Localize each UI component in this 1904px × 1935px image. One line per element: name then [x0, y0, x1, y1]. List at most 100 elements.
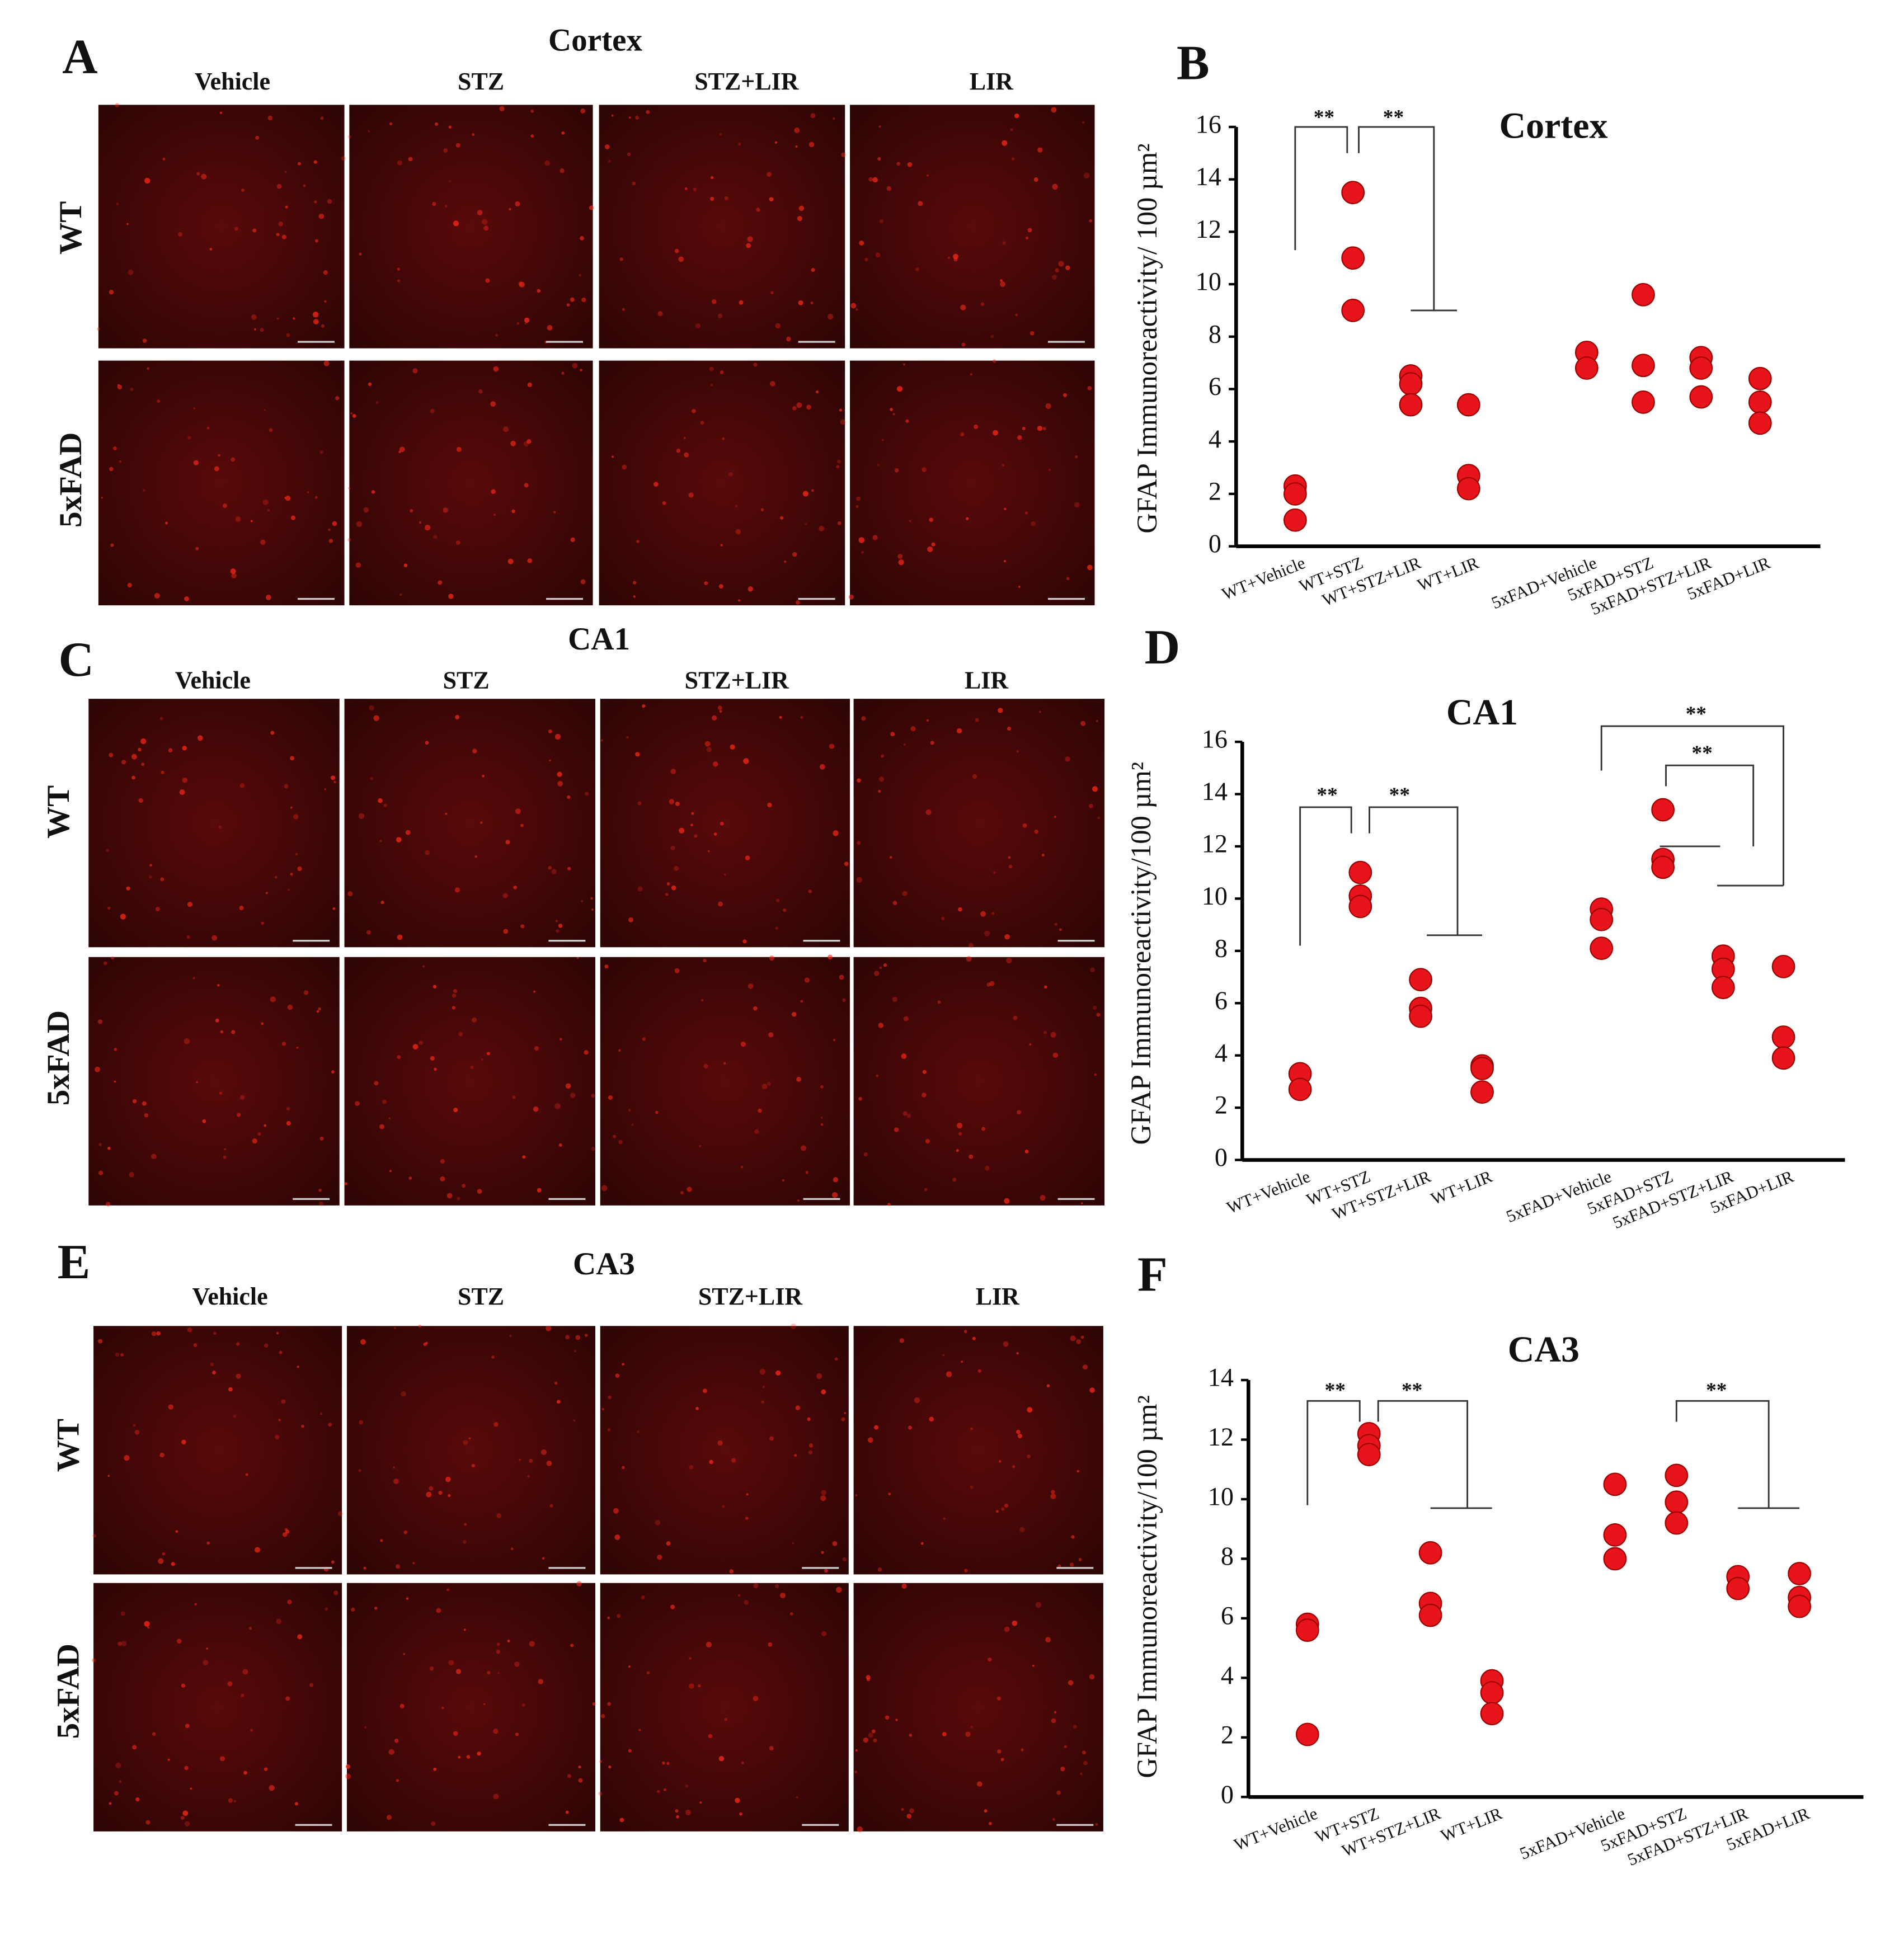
speckle	[456, 446, 462, 452]
speckle	[728, 472, 733, 477]
speckle	[186, 935, 190, 939]
significance-bracket	[1306, 1400, 1361, 1505]
speckle	[614, 1534, 620, 1540]
speckle	[810, 301, 814, 304]
speckle	[886, 186, 892, 191]
scale-bar	[798, 341, 835, 343]
speckle	[580, 236, 584, 241]
speckle	[533, 1106, 539, 1112]
speckle	[698, 1684, 701, 1688]
data-point	[1590, 936, 1614, 961]
speckle	[219, 111, 223, 114]
speckle	[1045, 1637, 1051, 1643]
speckle	[496, 1650, 501, 1654]
speckle	[529, 1458, 533, 1463]
speckle	[953, 253, 958, 260]
y-axis-label: GFAP Immunoreactivity/ 100 µm²	[1131, 143, 1163, 533]
speckle	[833, 1038, 836, 1042]
speckle	[792, 406, 797, 411]
speckle	[684, 452, 689, 458]
speckle	[530, 109, 534, 113]
speckle	[347, 891, 353, 897]
significance-bracket	[1665, 764, 1755, 846]
speckle	[105, 1202, 111, 1207]
speckle	[313, 319, 319, 324]
speckle	[680, 1191, 684, 1195]
speckle	[570, 1644, 574, 1647]
speckle	[699, 1145, 701, 1147]
speckle	[828, 313, 834, 320]
speckle	[1013, 1015, 1018, 1020]
speckle	[816, 390, 819, 394]
speckle	[580, 579, 586, 585]
speckle	[241, 189, 245, 192]
speckle	[493, 366, 499, 372]
panel-title: Cortex	[548, 23, 643, 58]
speckle	[121, 760, 126, 765]
speckle	[670, 845, 675, 850]
speckle	[887, 1203, 891, 1206]
speckle	[797, 1199, 800, 1202]
speckle	[109, 752, 114, 757]
speckle	[929, 1416, 934, 1422]
speckle	[735, 529, 741, 535]
speckle	[844, 1412, 846, 1414]
speckle	[213, 1331, 217, 1335]
speckle	[332, 907, 336, 910]
speckle	[775, 898, 780, 902]
speckle	[202, 1119, 206, 1123]
speckle	[290, 873, 293, 876]
speckle	[1016, 1352, 1019, 1355]
speckle	[330, 775, 335, 780]
speckle	[820, 1495, 826, 1501]
speckle	[1082, 1750, 1086, 1755]
column-label: STZ+LIR	[694, 68, 800, 95]
speckle	[879, 219, 883, 224]
speckle	[124, 1455, 130, 1461]
speckle	[380, 901, 384, 905]
speckle	[769, 1746, 774, 1751]
speckle	[555, 920, 558, 922]
x-tick-label: WT+LIR	[1438, 1804, 1505, 1845]
speckle	[487, 1670, 491, 1675]
micrograph	[853, 957, 1105, 1206]
speckle	[496, 1642, 500, 1646]
speckle	[1017, 435, 1022, 440]
speckle	[144, 1621, 150, 1627]
speckle	[281, 1042, 286, 1046]
speckle	[1002, 464, 1005, 467]
data-point	[1689, 385, 1713, 409]
speckle	[388, 1117, 391, 1119]
speckle	[328, 539, 333, 543]
scale-bar	[798, 597, 835, 600]
speckle	[264, 1124, 267, 1127]
panel-letter: C	[59, 633, 94, 687]
speckle	[1048, 468, 1051, 472]
speckle	[1022, 427, 1026, 431]
speckle	[632, 581, 637, 585]
speckle	[127, 582, 132, 588]
speckle	[821, 1551, 824, 1554]
speckle	[209, 248, 213, 251]
speckle	[463, 1628, 466, 1631]
scale-bar	[295, 1824, 332, 1826]
speckle	[735, 1797, 740, 1804]
speckle	[895, 1719, 898, 1721]
speckle	[1045, 403, 1051, 409]
column-label: LIR	[965, 667, 1009, 694]
y-tick-label: 14	[1196, 162, 1221, 191]
speckle	[676, 448, 681, 453]
micrograph	[600, 1326, 849, 1575]
speckle	[363, 507, 369, 513]
speckle	[669, 799, 675, 804]
speckle	[805, 522, 807, 525]
speckle	[297, 162, 302, 166]
speckle	[1087, 564, 1093, 571]
y-tick-label: 6	[1221, 1601, 1234, 1630]
speckle	[406, 1597, 409, 1600]
speckle	[999, 1460, 1002, 1463]
speckle	[369, 705, 374, 711]
speckle	[808, 142, 815, 148]
y-tick-label: 16	[1196, 110, 1221, 139]
speckle	[1075, 455, 1078, 458]
